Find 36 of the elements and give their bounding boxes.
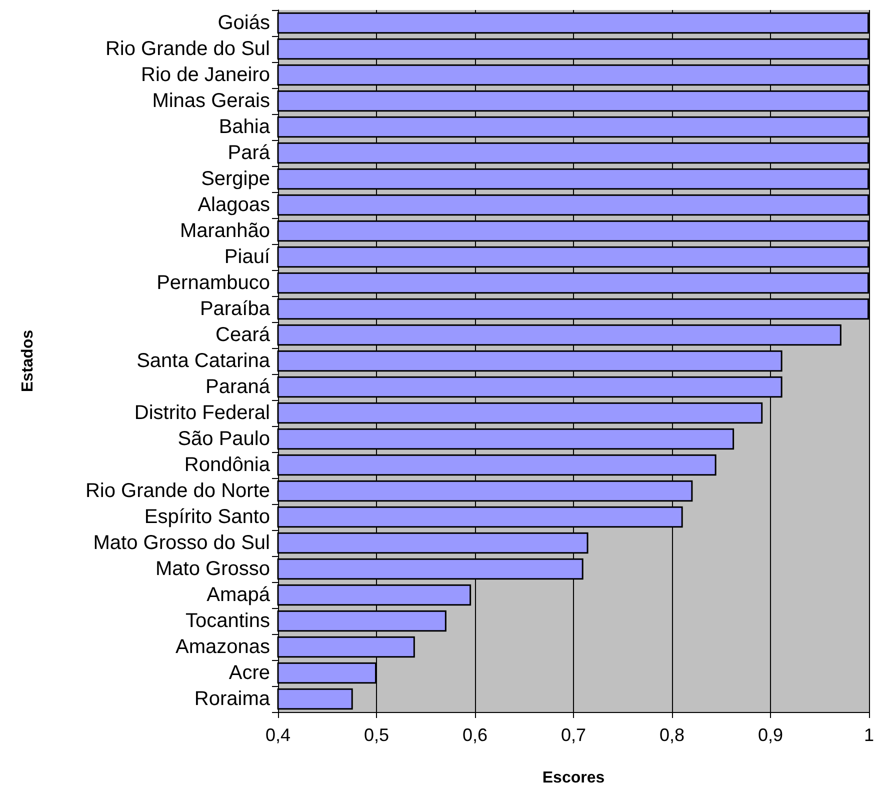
y-tick-label: Rio Grande do Sul <box>105 38 270 60</box>
y-tick-label: Sergipe <box>201 168 270 190</box>
y-tick-label: Rio Grande do Norte <box>85 480 270 502</box>
y-tick-label: Tocantins <box>186 610 270 632</box>
y-tick-label: Acre <box>228 662 270 684</box>
y-tick-label: Santa Catarina <box>136 350 271 372</box>
x-tick-label: 0,6 <box>462 725 488 745</box>
y-tick-label: Pernambuco <box>156 272 270 294</box>
y-tick-label: Amapá <box>206 584 271 606</box>
y-tick-label: Goiás <box>218 12 270 34</box>
y-tick-label: Roraima <box>194 688 271 710</box>
x-axis-title: Escores <box>542 770 605 786</box>
y-axis-title: Estados <box>20 330 36 392</box>
y-tick-label: Amazonas <box>176 636 270 658</box>
y-tick-label: Mato Grosso do Sul <box>93 532 270 554</box>
x-tick-label: 1 <box>864 725 874 745</box>
y-tick-label: Alagoas <box>198 194 270 216</box>
x-tick-label: 0,9 <box>758 725 784 745</box>
y-tick-label: Rio de Janeiro <box>141 64 270 86</box>
x-tick-label: 0,8 <box>659 725 685 745</box>
y-tick-label: Minas Gerais <box>152 90 270 112</box>
y-tick-label: Pará <box>228 142 271 164</box>
x-tick-label: 0,4 <box>265 725 291 745</box>
y-tick-label: São Paulo <box>178 428 270 450</box>
y-tick-label: Bahia <box>218 116 271 138</box>
y-tick-label: Piauí <box>224 246 270 268</box>
x-tick-label: 0,5 <box>364 725 390 745</box>
y-tick-label: Maranhão <box>180 220 270 242</box>
y-tick-label: Paraná <box>206 376 271 398</box>
y-tick-label: Espírito Santo <box>144 506 270 528</box>
y-tick-label: Mato Grosso <box>156 558 270 580</box>
y-tick-label: Rondônia <box>184 454 271 476</box>
y-tick-label: Ceará <box>216 324 271 346</box>
x-tick-label: 0,7 <box>560 725 586 745</box>
y-tick-label: Paraíba <box>200 298 271 320</box>
y-tick-label: Distrito Federal <box>134 402 270 424</box>
